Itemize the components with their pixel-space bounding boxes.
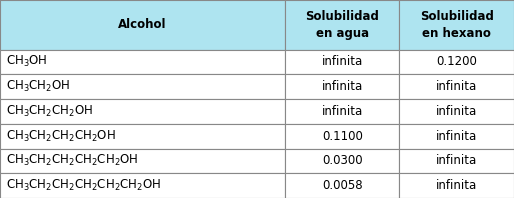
Text: 0.0058: 0.0058 [322,179,363,192]
Text: CH$_3$CH$_2$OH: CH$_3$CH$_2$OH [6,79,70,94]
Text: infinita: infinita [436,130,478,143]
Bar [399,99,514,124]
Bar [399,50,514,74]
Text: CH$_3$CH$_2$CH$_2$OH: CH$_3$CH$_2$CH$_2$OH [6,104,93,119]
Text: infinita: infinita [436,179,478,192]
Bar [399,148,514,173]
Text: Solubilidad
en hexano: Solubilidad en hexano [420,10,493,40]
Text: CH$_3$CH$_2$CH$_2$CH$_2$OH: CH$_3$CH$_2$CH$_2$CH$_2$OH [6,129,116,144]
Bar [0,74,285,99]
Text: Alcohol: Alcohol [118,18,167,31]
Text: infinita: infinita [436,154,478,167]
Bar [0,99,285,124]
Bar [285,173,399,198]
Bar [0,0,285,50]
Bar [399,124,514,148]
Bar [0,148,285,173]
Text: CH$_3$CH$_2$CH$_2$CH$_2$CH$_2$CH$_2$OH: CH$_3$CH$_2$CH$_2$CH$_2$CH$_2$CH$_2$OH [6,178,161,193]
Text: 0.1100: 0.1100 [322,130,363,143]
Bar [285,0,399,50]
Bar [399,173,514,198]
Text: 0.1200: 0.1200 [436,55,477,68]
Bar [285,99,399,124]
Bar [0,124,285,148]
Text: infinita: infinita [436,105,478,118]
Text: infinita: infinita [322,80,363,93]
Bar [285,50,399,74]
Text: infinita: infinita [436,80,478,93]
Bar [0,50,285,74]
Text: Solubilidad
en agua: Solubilidad en agua [305,10,379,40]
Bar [285,124,399,148]
Text: CH$_3$CH$_2$CH$_2$CH$_2$CH$_2$OH: CH$_3$CH$_2$CH$_2$CH$_2$CH$_2$OH [6,153,139,168]
Text: infinita: infinita [322,55,363,68]
Text: 0.0300: 0.0300 [322,154,363,167]
Bar [399,74,514,99]
Text: infinita: infinita [322,105,363,118]
Bar [399,0,514,50]
Bar [285,74,399,99]
Text: CH$_3$OH: CH$_3$OH [6,54,48,69]
Bar [0,173,285,198]
Bar [285,148,399,173]
